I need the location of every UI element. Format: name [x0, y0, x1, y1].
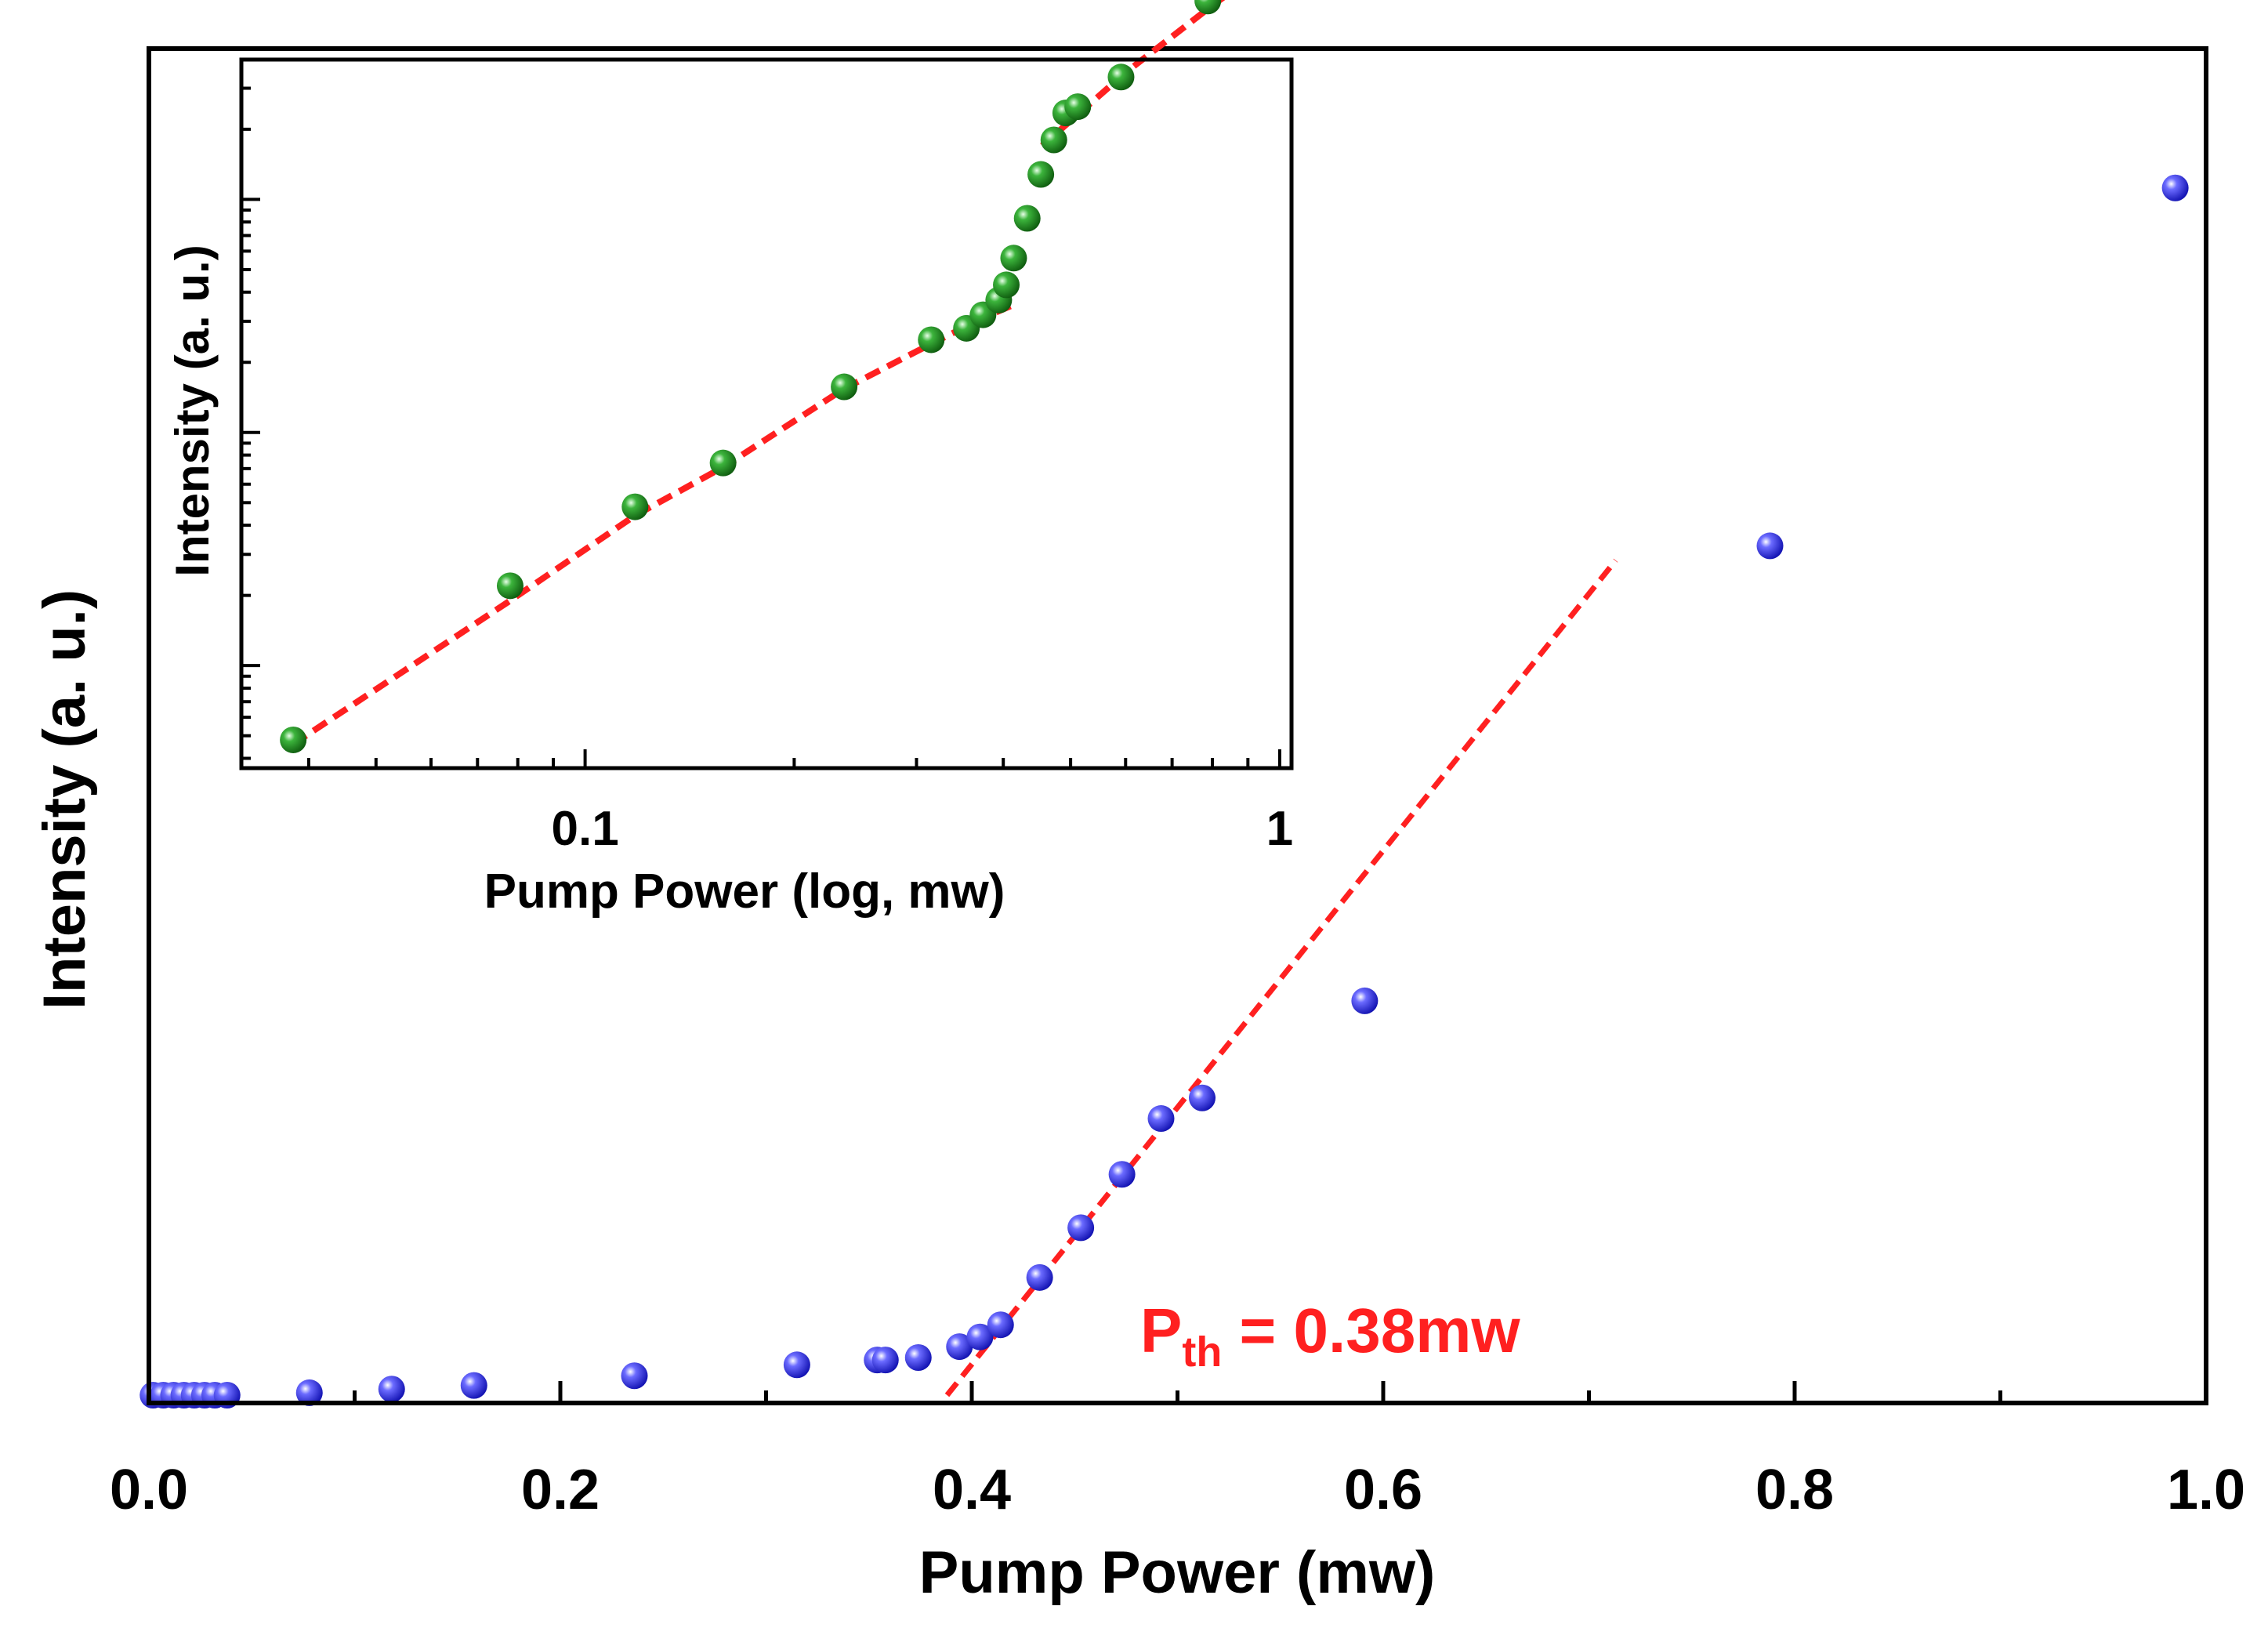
inset-data-point [1064, 93, 1092, 121]
main-data-point [1108, 1161, 1136, 1188]
inset-x-ticks [306, 749, 1281, 768]
threshold-annotation: Pth = 0.38mw [1140, 1296, 1520, 1376]
inset-data-point [1013, 205, 1041, 232]
inset-data-points [280, 0, 1222, 753]
main-data-point [783, 1351, 810, 1379]
inset-data-point [831, 373, 858, 401]
main-x-tick-label: 0.2 [521, 1459, 600, 1521]
inset-data-point [1194, 0, 1222, 15]
threshold-annotation-value: = 0.38mw [1222, 1296, 1520, 1365]
main-data-point [2161, 174, 2189, 201]
main-data-point [966, 1323, 994, 1350]
main-data-point [1147, 1105, 1175, 1133]
inset-y-axis-label: Intensity (a. u.) [166, 245, 219, 576]
main-data-point [1026, 1263, 1053, 1291]
main-fit-line [944, 558, 1618, 1398]
main-x-tick-labels: 0.0 0.2 0.4 0.6 0.8 1.0 [110, 1459, 2245, 1521]
main-data-point [460, 1372, 487, 1399]
inset-plot: 0.1 1 Pump Power (log, mw) Intensity (a. … [166, 0, 1294, 919]
main-x-tick-label: 1.0 [2167, 1459, 2245, 1521]
main-data-point [1189, 1084, 1216, 1111]
main-data-point [378, 1376, 405, 1403]
main-data-point [1756, 532, 1784, 560]
main-data-point [295, 1379, 323, 1406]
main-data-point [987, 1311, 1014, 1339]
inset-data-point [621, 493, 649, 520]
main-x-tick-label: 0.6 [1344, 1459, 1422, 1521]
inset-x-tick-label: 0.1 [551, 802, 618, 856]
main-data-point [946, 1333, 973, 1361]
main-data-point [621, 1362, 648, 1390]
inset-data-point [1000, 245, 1027, 272]
inset-y-ticks [241, 86, 260, 760]
inset-data-point [993, 271, 1020, 299]
main-x-tick-label: 0.4 [933, 1459, 1011, 1521]
inset-data-point [1040, 126, 1067, 154]
inset-data-point [1107, 63, 1135, 91]
main-data-point [1351, 987, 1379, 1014]
main-data-point [1067, 1214, 1095, 1242]
threshold-annotation-subscript: th [1182, 1329, 1222, 1376]
main-plot: 0.0 0.2 0.4 0.6 0.8 1.0 Pump Power (mw) Inten… [31, 46, 2245, 1606]
main-x-tick-label: 0.0 [110, 1459, 188, 1521]
main-x-axis-label: Pump Power (mw) [919, 1539, 1436, 1606]
inset-x-axis-label: Pump Power (log, mw) [484, 865, 1005, 919]
inset-data-point [709, 449, 737, 477]
inset-x-tick-label: 1 [1266, 802, 1293, 856]
inset-data-point [496, 572, 524, 600]
main-y-axis-label: Intensity (a. u.) [31, 589, 98, 1010]
inset-plot-frame [239, 57, 1294, 770]
inset-background [241, 60, 1292, 768]
main-x-tick-label: 0.8 [1755, 1459, 1834, 1521]
main-data-point [904, 1344, 932, 1372]
threshold-annotation-p: P [1140, 1296, 1182, 1365]
main-x-ticks [147, 1381, 2208, 1403]
inset-data-point [1027, 161, 1055, 188]
main-fit-layer [944, 558, 1618, 1398]
inset-x-tick-labels: 0.1 1 [551, 802, 1293, 856]
inset-data-point [280, 726, 307, 753]
inset-data-point [918, 326, 945, 353]
main-data-point [871, 1347, 899, 1374]
